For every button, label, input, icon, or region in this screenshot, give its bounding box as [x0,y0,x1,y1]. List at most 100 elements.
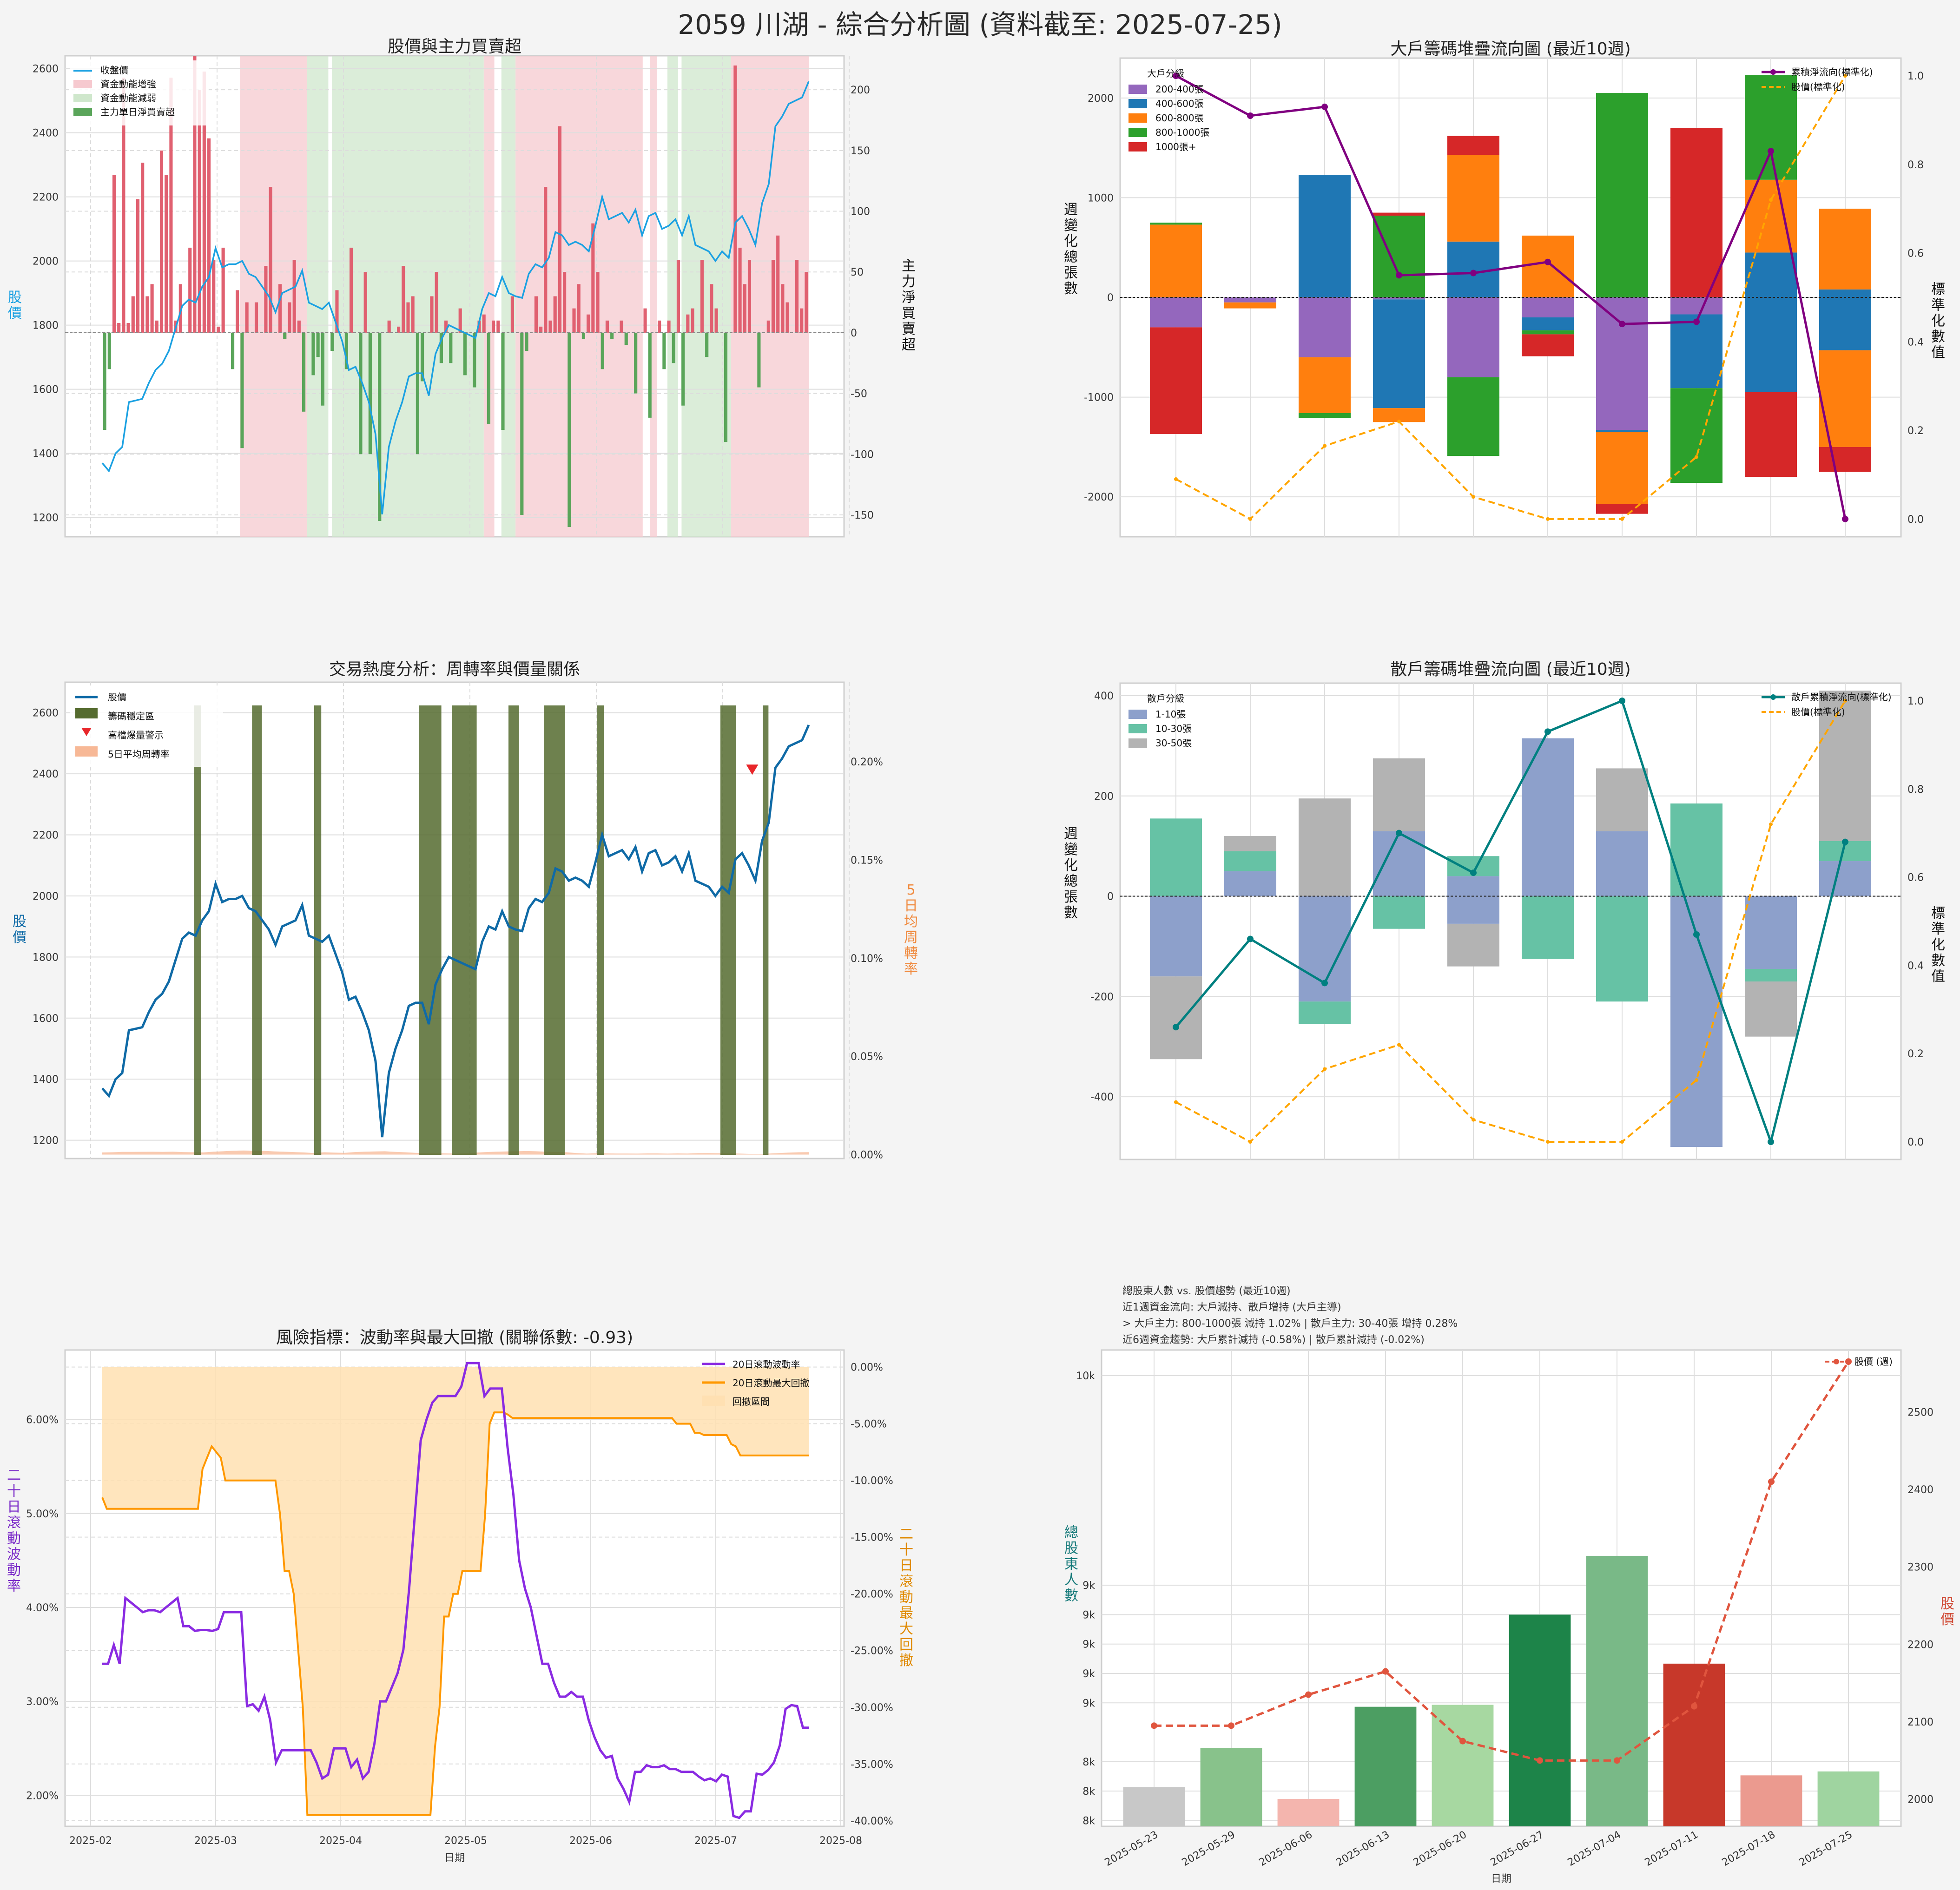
x-tick: 2025-06-20 [1412,1829,1469,1869]
net-flow-point [1247,112,1254,119]
legend-swatch [1128,85,1147,94]
y-tick: 5.00% [26,1508,59,1520]
net-buy-bar [477,320,481,333]
net-buy-bar [492,320,495,333]
stack-bar-2 [1745,981,1797,1037]
price-norm-point [1769,198,1773,202]
stack-bar-0 [1670,297,1722,315]
y2-tick: -30.00% [851,1702,893,1714]
net-buy-bar [122,78,125,333]
momentum-down-zone [681,56,731,537]
y2-axis-label-char: 回 [899,1637,913,1653]
y2-axis-label-char: 二 [899,1526,913,1542]
price-norm-point [1397,420,1401,424]
heat-title: 交易熱度分析：周轉率與價量關係 [329,660,580,679]
net-buy-bar [221,247,225,333]
net-buy-bar [141,163,145,333]
net-sell-bar [501,332,505,430]
net-flow-point [1247,935,1254,942]
net-buy-bar [406,302,410,333]
y2-axis-label-char: 準 [1931,921,1945,937]
net-buy-bar [212,260,216,333]
y2-axis-label-char: 率 [904,961,918,977]
y-axis-label-char: 價 [8,305,22,322]
net-buy-bar [691,308,694,333]
legend-box [70,60,209,125]
price-norm-point [1620,1140,1624,1144]
net-flow-point [1693,318,1700,325]
legend-label: 1-10張 [1155,709,1186,720]
y2-axis-label-char: 轉 [904,945,918,961]
stack-bar-2 [1299,357,1351,413]
y2-axis-label-char: 賣 [902,321,916,337]
x-tick: 2025-03 [194,1835,237,1847]
net-buy-bar [131,296,135,333]
legend-label: 資金動能增強 [100,79,156,90]
drawdown-line [101,1411,809,1816]
net-buy-bar [397,326,401,333]
net-buy-bar [402,266,405,333]
stable-zone [597,705,604,1155]
net-flow-point [1173,72,1179,79]
stack-bar-0 [1150,896,1202,977]
y2-axis-label-char: 股 [1940,1596,1954,1612]
legend-label: 20日滾動最大回撤 [733,1377,809,1389]
y2-tick: 0.8 [1907,784,1924,796]
x-tick: 2025-06-06 [1257,1829,1314,1869]
y-tick: 8k [1082,1815,1095,1827]
stack-bar-2 [1596,768,1648,831]
y2-tick: 0.6 [1907,248,1924,260]
legend-swatch-dot [1770,694,1776,700]
net-buy-bar [435,272,438,333]
momentum-down-zone [307,56,329,537]
net-buy-bar [155,320,158,333]
y2-tick: 2200 [1907,1639,1934,1651]
net-sell-bar [311,332,315,375]
title-line: 近1週資金流向: 大戶減持、散戶增持 (大戶主導) [1122,1302,1341,1313]
y2-tick: 0.4 [1907,960,1924,972]
y2-tick: 2100 [1907,1717,1934,1728]
legend-swatch [1128,710,1147,719]
price-norm-point [1397,1043,1401,1047]
y-tick: 1800 [33,320,59,332]
y-tick: 0 [1107,292,1114,304]
net-sell-bar [581,332,586,339]
net-sell-bar [439,332,443,363]
legend-swatch [1128,99,1147,108]
y2-tick: -10.00% [851,1475,893,1487]
weekly-price-point [1382,1668,1389,1675]
net-sell-bar [321,332,324,406]
stack-bar-0 [1522,738,1574,896]
y-tick: 1000 [1088,192,1114,204]
stack-bar-4 [1745,392,1797,477]
net-flow-point [1396,830,1402,836]
y2-tick: 0.6 [1907,872,1924,884]
turnover-area [102,1150,809,1155]
net-buy-bar [387,320,391,333]
y2-tick: -25.00% [851,1646,893,1657]
net-sell-bar [463,332,467,375]
net-sell-bar [240,332,244,448]
net-buy-bar [587,314,590,333]
momentum-down-zone [332,56,484,537]
y2-tick: 0.4 [1907,336,1924,348]
y2-tick: 0.10% [851,953,883,965]
x-tick: 2025-07-18 [1720,1829,1777,1869]
big-holder-chart: 大戶籌碼堆疊流向圖 (最近10週) -2000 -1000 0 1000 2000 0.0 0… [1064,40,1945,538]
y2-tick: 0.8 [1907,159,1924,171]
stack-bar-1 [1745,297,1797,392]
y2-tick: -50 [851,389,867,400]
stack-bar-0 [1745,896,1797,969]
stack-bar-0 [1670,896,1722,1147]
y2-tick: 0.05% [851,1051,883,1063]
y-tick: 9k [1082,1668,1095,1680]
y2-tick: 100 [851,206,870,218]
y-tick: 1400 [33,1074,59,1086]
stable-zone [314,705,322,1155]
net-flow-point [1842,515,1848,522]
y-tick: 1200 [33,1135,59,1147]
net-buy-bar [776,235,780,333]
legend-title: 散戶分級 [1147,693,1184,704]
y2-axis-label-char: 化 [1931,313,1945,329]
